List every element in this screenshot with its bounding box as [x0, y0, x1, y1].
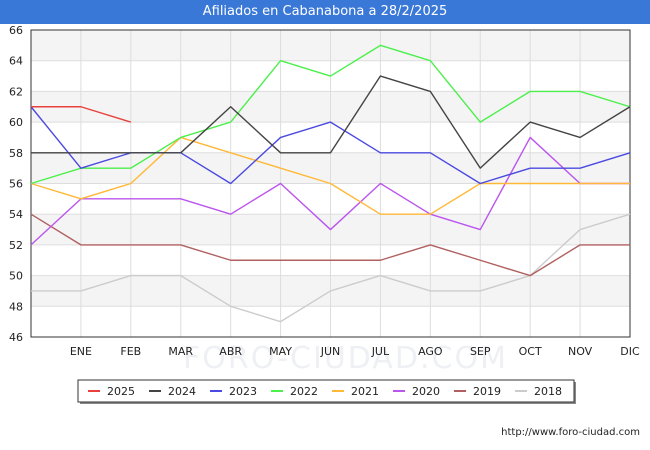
series-line-2021	[30, 136, 630, 215]
legend-box	[77, 379, 575, 403]
y-tick-label: 64	[9, 55, 23, 68]
y-tick-label: 62	[9, 85, 23, 98]
y-tick-label: 66	[9, 24, 23, 37]
legend-label-2022: 2022	[290, 385, 318, 398]
x-tick-label: OCT	[519, 345, 542, 358]
x-tick-label: DIC	[620, 345, 640, 358]
y-tick-label: 56	[9, 178, 23, 191]
legend-label-2019: 2019	[473, 385, 501, 398]
x-tick-label: JUN	[320, 345, 341, 358]
series-line-2024	[31, 75, 631, 169]
legend-label-2018: 2018	[534, 385, 562, 398]
x-tick-label: ENE	[70, 345, 92, 358]
x-tick-label: AGO	[418, 345, 443, 358]
watermark-text: FORO-CIUDAD.COM	[183, 341, 508, 376]
series-line-2022	[30, 44, 631, 185]
chart-title: Afiliados en Cabanabona a 28/2/2025	[0, 0, 650, 24]
legend-label-2024: 2024	[168, 385, 196, 398]
x-tick-label: MAR	[168, 345, 193, 358]
series-line-2019	[30, 213, 630, 277]
y-tick-label: 48	[9, 300, 23, 313]
y-tick-label: 46	[9, 331, 23, 344]
series-line-2025	[31, 106, 132, 123]
y-tick-label: 50	[9, 270, 23, 283]
y-tick-label: 54	[9, 208, 23, 221]
x-tick-label: SEP	[470, 345, 491, 358]
x-tick-label: FEB	[120, 345, 141, 358]
x-tick-label: JUL	[371, 345, 390, 358]
x-tick-label: MAY	[269, 345, 292, 358]
legend-label-2025: 2025	[107, 385, 135, 398]
legend-label-2023: 2023	[229, 385, 257, 398]
legend-label-2021: 2021	[351, 385, 379, 398]
y-tick-label: 52	[9, 239, 23, 252]
source-url: http://www.foro-ciudad.com	[501, 427, 640, 438]
y-tick-label: 58	[9, 147, 23, 160]
x-tick-label: NOV	[568, 345, 593, 358]
y-tick-label: 60	[9, 116, 23, 129]
series-line-2020	[30, 136, 630, 246]
legend-label-2020: 2020	[412, 385, 440, 398]
x-tick-label: ABR	[219, 345, 242, 358]
